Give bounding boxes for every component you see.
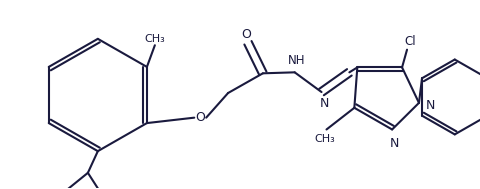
- Text: CH₃: CH₃: [313, 134, 334, 144]
- Text: Cl: Cl: [403, 35, 415, 48]
- Text: N: N: [319, 97, 328, 110]
- Text: N: N: [425, 99, 435, 112]
- Text: N: N: [389, 137, 398, 150]
- Text: O: O: [195, 111, 205, 124]
- Text: CH₃: CH₃: [144, 34, 165, 44]
- Text: NH: NH: [288, 54, 305, 67]
- Text: O: O: [240, 28, 251, 41]
